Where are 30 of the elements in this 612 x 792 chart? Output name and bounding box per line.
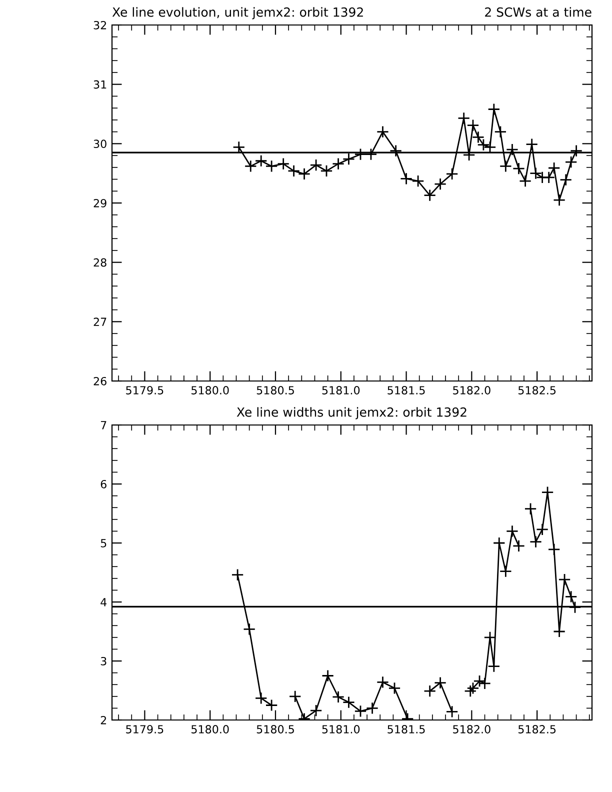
y-tick-label: 26 xyxy=(94,376,106,386)
chart-subtitle: 2 SCWs at a time xyxy=(485,7,592,17)
x-tick-label: 5180.5 xyxy=(256,386,294,394)
y-tick-label: 31 xyxy=(94,80,106,89)
y-tick-label: 28 xyxy=(94,258,106,267)
x-tick-label: 5182.5 xyxy=(518,386,556,394)
y-tick-label: 27 xyxy=(94,318,106,326)
x-tick-label: 5181.0 xyxy=(322,386,360,394)
y-tick-label: 3 xyxy=(100,656,106,666)
y-tick-label: 30 xyxy=(94,140,106,148)
y-tick-label: 29 xyxy=(94,198,106,208)
y-tick-label: 32 xyxy=(94,20,106,30)
y-tick-label: 2 xyxy=(100,716,106,724)
x-tick-label: 5179.5 xyxy=(126,386,164,394)
chart-title: Xe line widths unit jemx2: orbit 1392 xyxy=(236,407,466,420)
y-tick-label: 7 xyxy=(100,421,106,430)
y-tick-label: 6 xyxy=(100,480,106,488)
y-tick-label: 4 xyxy=(100,598,107,606)
x-tick-label: 5181.5 xyxy=(388,386,425,394)
x-tick-label: 5182.0 xyxy=(453,725,490,734)
x-tick-label: 5180.0 xyxy=(192,386,229,394)
chart-title: Xe line evolution, unit jemx2: orbit 1392 xyxy=(112,7,363,20)
x-tick-label: 5181.0 xyxy=(322,725,360,734)
x-tick-label: 5179.5 xyxy=(126,725,164,734)
x-tick-label: 5180.5 xyxy=(256,725,294,734)
y-tick-label: 5 xyxy=(100,539,106,548)
x-tick-label: 5180.0 xyxy=(192,725,229,734)
x-tick-label: 5182.0 xyxy=(453,386,490,394)
x-tick-label: 5181.5 xyxy=(388,725,425,734)
x-tick-label: 5182.5 xyxy=(518,725,556,734)
